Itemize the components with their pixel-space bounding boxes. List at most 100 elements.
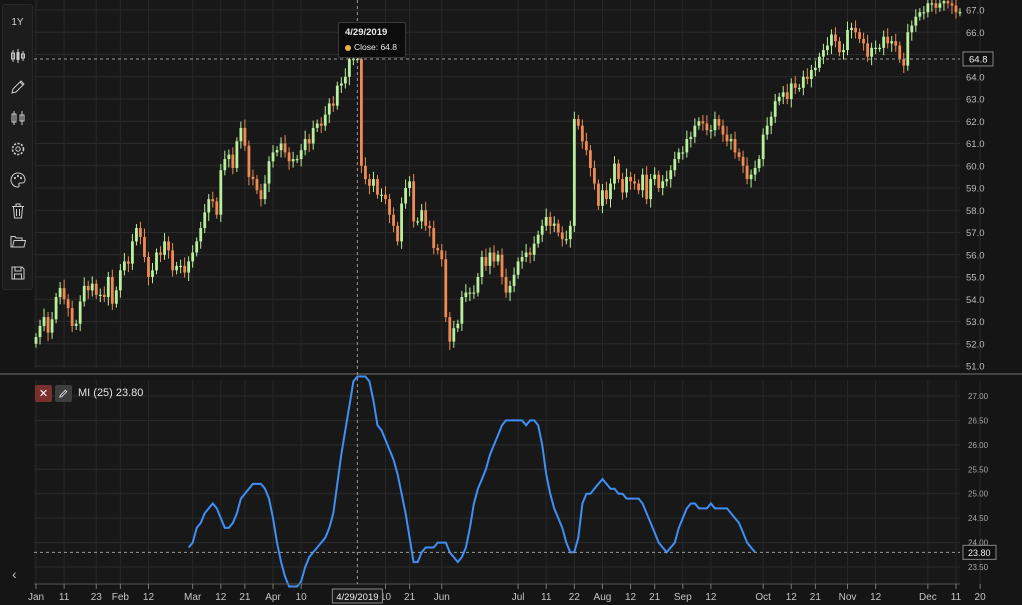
- candle-body: [102, 294, 106, 298]
- candle-body: [886, 36, 890, 44]
- price-tick-label: 62.0: [966, 117, 985, 128]
- candle-body: [914, 16, 918, 26]
- indicator-plot-area: [34, 380, 960, 584]
- candle-body: [669, 170, 673, 180]
- indicator-header: ✕ MI (25) 23.80: [35, 384, 143, 402]
- candle-body: [183, 265, 187, 273]
- candle-body: [376, 179, 379, 195]
- candles-icon[interactable]: [4, 42, 31, 69]
- price-tick-label: 66.0: [966, 28, 985, 39]
- candle-body: [86, 285, 90, 291]
- candle-body: [942, 1, 946, 4]
- candle-body: [850, 27, 853, 31]
- candle-body: [303, 139, 307, 151]
- candle-body: [593, 167, 596, 184]
- candle-body: [38, 325, 42, 338]
- candle-body: [364, 165, 367, 180]
- candle-body: [958, 12, 962, 14]
- candle-body: [793, 83, 797, 88]
- palette-icon[interactable]: [4, 166, 31, 193]
- candle-body: [452, 328, 456, 342]
- candle-body: [122, 261, 126, 271]
- edit-indicator-button[interactable]: [55, 384, 72, 402]
- folder-icon[interactable]: [4, 228, 31, 255]
- candle-body: [576, 119, 580, 126]
- price-tick-label: 64.0: [966, 72, 985, 83]
- price-tick-label: 63.0: [966, 95, 985, 106]
- candle-body: [343, 76, 347, 84]
- candle-body: [392, 214, 395, 226]
- candle-body: [544, 216, 548, 226]
- candle-body: [207, 199, 211, 213]
- price-plot-area: [34, 0, 960, 368]
- candle-body: [408, 181, 412, 188]
- candle-body: [805, 76, 809, 79]
- candle-body: [713, 119, 717, 131]
- candle-body: [412, 181, 416, 222]
- candle-body: [597, 183, 600, 206]
- crosshair-price-label: 64.8: [969, 54, 988, 65]
- candle-body: [809, 70, 813, 79]
- x-tick-label: 12: [625, 592, 637, 603]
- x-tick-label: 23: [91, 592, 103, 603]
- remove-indicator-button[interactable]: ✕: [35, 384, 52, 402]
- candle-body: [335, 85, 339, 106]
- price-tick-label: 59.0: [966, 184, 985, 195]
- x-tick-label: 21: [239, 592, 251, 603]
- candle-body: [826, 45, 829, 51]
- range-1y-button[interactable]: 1Y: [4, 9, 31, 36]
- candle-body: [797, 87, 801, 90]
- candle-body: [219, 170, 223, 215]
- candle-body: [42, 317, 46, 326]
- candle-body: [98, 294, 102, 296]
- trash-icon[interactable]: [4, 197, 31, 224]
- collapse-arrow-icon[interactable]: ‹: [12, 566, 17, 582]
- candle-body: [131, 241, 134, 264]
- candle-body: [548, 216, 552, 226]
- x-tick-label: Sep: [674, 592, 692, 603]
- save-icon[interactable]: [4, 259, 31, 286]
- candle-body: [580, 125, 584, 142]
- mi-line: [187, 375, 756, 588]
- x-tick-label: 10: [380, 592, 392, 603]
- candle-body: [251, 176, 255, 180]
- candle-body: [817, 56, 821, 68]
- indicator-tick-label: 23.50: [968, 563, 989, 572]
- candle-body: [830, 34, 833, 46]
- tooltip-date: 4/29/2019: [345, 27, 388, 38]
- chart-toolbar: 1Y: [2, 4, 33, 290]
- candle-body: [323, 114, 327, 126]
- candle-body: [203, 212, 207, 229]
- candle-body: [930, 3, 934, 5]
- gear-icon[interactable]: [4, 135, 31, 162]
- candlestick-series[interactable]: [34, 0, 962, 350]
- candle-body: [82, 285, 86, 302]
- candle-body: [605, 190, 608, 200]
- x-tick-label: Apr: [265, 592, 281, 603]
- candle-body: [139, 228, 142, 237]
- candle-body: [870, 47, 874, 57]
- candle-body: [512, 274, 516, 286]
- candle-body: [661, 181, 665, 188]
- mi-indicator-line[interactable]: [187, 375, 756, 588]
- candle-body: [299, 150, 303, 160]
- candle-body: [155, 252, 158, 271]
- x-tick-label: 21: [810, 592, 822, 603]
- candlestick-icon[interactable]: [4, 104, 31, 131]
- x-tick-label: Oct: [755, 592, 771, 603]
- pencil-icon: [59, 389, 68, 398]
- candle-body: [617, 163, 620, 180]
- candle-body: [946, 1, 950, 4]
- indicator-tick-label: 27.00: [968, 392, 989, 401]
- candle-body: [890, 41, 894, 44]
- indicator-label: MI (25) 23.80: [78, 387, 144, 399]
- candle-body: [645, 174, 649, 200]
- candle-body: [464, 292, 468, 298]
- candle-body: [729, 139, 733, 142]
- pen-icon[interactable]: [4, 73, 31, 100]
- indicator-value-label: 23.80: [968, 548, 991, 558]
- candle-body: [560, 232, 564, 240]
- crosshair-date-box: [331, 588, 383, 604]
- range-label: 1Y: [11, 17, 24, 28]
